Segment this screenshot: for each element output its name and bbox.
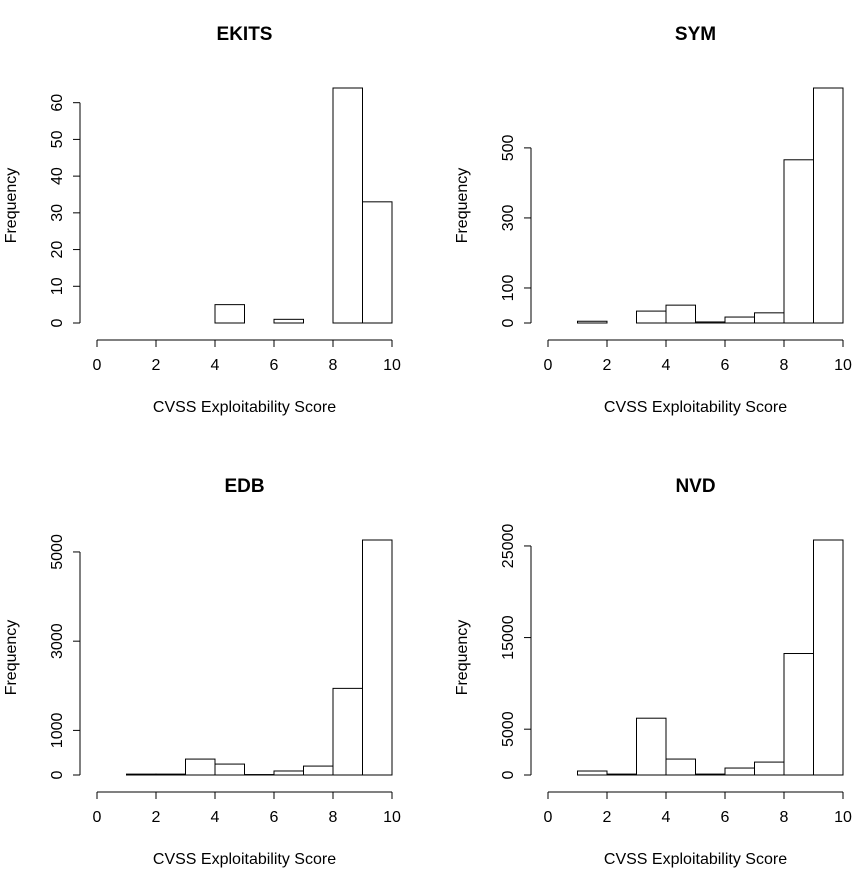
bar xyxy=(332,87,363,324)
x-tick-label: 10 xyxy=(383,357,401,374)
y-tick-label: 60 xyxy=(49,94,66,112)
y-tick-label: 0 xyxy=(500,318,517,327)
x-tick-label: 0 xyxy=(544,809,553,826)
y-tick-label: 5000 xyxy=(49,534,66,570)
y-tick-label: 500 xyxy=(500,134,517,161)
bar xyxy=(724,767,755,776)
chart-title: NVD xyxy=(675,476,715,497)
bar xyxy=(362,201,393,324)
x-tick-label: 0 xyxy=(544,357,553,374)
bar xyxy=(783,159,814,324)
x-tick-label: 10 xyxy=(383,809,401,826)
y-axis-label: Frequency xyxy=(454,168,471,244)
y-axis-label: Frequency xyxy=(3,168,20,244)
y-tick-label: 15000 xyxy=(500,615,517,660)
bar xyxy=(724,316,755,324)
y-tick-label: 5000 xyxy=(500,711,517,747)
x-tick-label: 10 xyxy=(834,809,852,826)
x-axis-label: CVSS Exploitability Score xyxy=(153,851,336,868)
bar xyxy=(362,539,393,776)
x-tick-label: 8 xyxy=(329,809,338,826)
y-tick-label: 25000 xyxy=(500,524,517,569)
y-tick-label: 20 xyxy=(49,241,66,259)
y-axis-label: Frequency xyxy=(454,620,471,696)
x-tick-label: 8 xyxy=(329,357,338,374)
x-axis-label: CVSS Exploitability Score xyxy=(604,851,787,868)
chart-title: SYM xyxy=(675,24,716,45)
x-tick-label: 6 xyxy=(270,357,279,374)
y-tick-label: 100 xyxy=(500,275,517,302)
bar xyxy=(665,758,696,776)
bar xyxy=(155,773,186,776)
x-tick-label: 0 xyxy=(93,357,102,374)
x-tick-label: 0 xyxy=(93,809,102,826)
y-tick-label: 300 xyxy=(500,204,517,231)
x-tick-label: 2 xyxy=(603,809,612,826)
x-tick-label: 6 xyxy=(721,357,730,374)
y-axis-label: Frequency xyxy=(3,620,20,696)
bar xyxy=(303,765,334,776)
bar xyxy=(577,320,608,324)
y-tick-label: 3000 xyxy=(49,623,66,659)
bar xyxy=(214,304,245,324)
x-tick-label: 2 xyxy=(603,357,612,374)
x-tick-label: 4 xyxy=(662,809,671,826)
x-tick-label: 4 xyxy=(211,809,220,826)
chart-title: EDB xyxy=(224,476,264,497)
bar xyxy=(695,321,726,324)
y-tick-label: 30 xyxy=(49,204,66,222)
x-tick-label: 4 xyxy=(211,357,220,374)
x-tick-label: 8 xyxy=(780,357,789,374)
y-tick-label: 0 xyxy=(500,770,517,779)
bar xyxy=(332,687,363,776)
y-tick-label: 40 xyxy=(49,167,66,185)
x-tick-label: 10 xyxy=(834,357,852,374)
bar xyxy=(754,312,785,324)
bar xyxy=(273,318,304,324)
bar xyxy=(695,773,726,776)
x-tick-label: 4 xyxy=(662,357,671,374)
bar xyxy=(126,773,157,776)
bar xyxy=(214,763,245,776)
bar xyxy=(754,761,785,776)
x-tick-label: 2 xyxy=(152,809,161,826)
bar xyxy=(185,758,216,776)
y-tick-label: 10 xyxy=(49,277,66,295)
bar xyxy=(813,87,844,324)
bar xyxy=(636,310,667,324)
bar xyxy=(273,770,304,776)
bar xyxy=(813,539,844,776)
x-axis-label: CVSS Exploitability Score xyxy=(604,399,787,416)
y-tick-label: 0 xyxy=(49,770,66,779)
x-tick-label: 6 xyxy=(270,809,279,826)
chart-title: EKITS xyxy=(217,24,273,45)
bar xyxy=(783,653,814,776)
x-axis-label: CVSS Exploitability Score xyxy=(153,399,336,416)
bar xyxy=(665,304,696,324)
y-tick-label: 0 xyxy=(49,318,66,327)
y-tick-label: 1000 xyxy=(49,712,66,748)
x-tick-label: 2 xyxy=(152,357,161,374)
bar xyxy=(577,770,608,776)
y-tick-label: 50 xyxy=(49,130,66,148)
x-tick-label: 8 xyxy=(780,809,789,826)
bar xyxy=(606,773,637,776)
x-tick-label: 6 xyxy=(721,809,730,826)
bar xyxy=(636,717,667,776)
